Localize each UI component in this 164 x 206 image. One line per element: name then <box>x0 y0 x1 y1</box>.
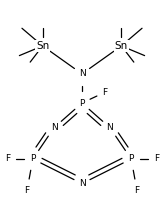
Text: F: F <box>154 154 159 164</box>
Text: P: P <box>129 154 134 164</box>
Text: N: N <box>106 123 113 132</box>
Text: P: P <box>30 154 35 164</box>
Text: P: P <box>79 98 85 108</box>
Text: Sn: Sn <box>36 41 49 51</box>
Text: Sn: Sn <box>115 41 128 51</box>
Text: F: F <box>24 186 30 195</box>
Text: N: N <box>79 179 85 188</box>
Text: F: F <box>5 154 10 164</box>
Text: N: N <box>79 69 85 78</box>
Text: N: N <box>51 123 58 132</box>
Text: F: F <box>102 88 108 97</box>
Text: F: F <box>134 186 140 195</box>
